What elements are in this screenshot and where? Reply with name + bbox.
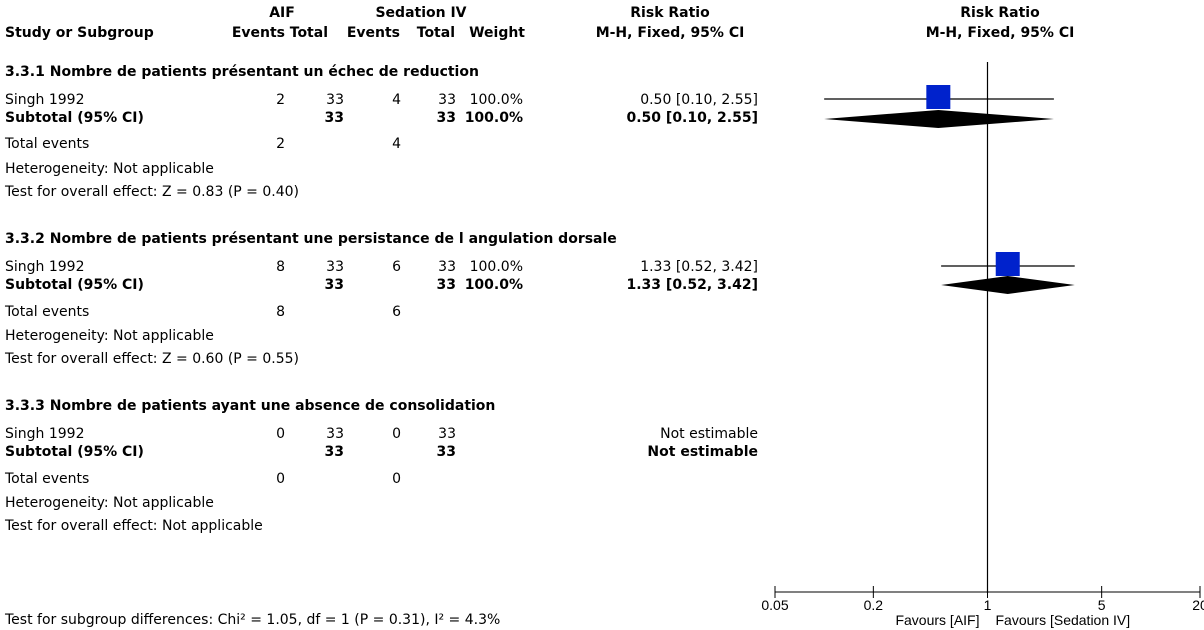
heterogeneity-text: Heterogeneity: Not applicable: [5, 161, 214, 177]
subtotal-weight: 100.0%: [464, 277, 523, 293]
header-events1: Events: [231, 25, 285, 41]
study-total1: 33: [326, 259, 344, 275]
header-events2: Events: [346, 25, 400, 41]
study-events1: 2: [276, 92, 285, 108]
header-plot-method: M-H, Fixed, 95% CI: [925, 25, 1075, 41]
total-events-label: Total events: [5, 136, 90, 152]
subgroup-differences-test: Test for subgroup differences: Chi² = 1.…: [5, 612, 501, 628]
favours-right-label: Favours [Sedation IV]: [996, 612, 1131, 628]
total-events1: 2: [276, 136, 285, 152]
header-plot-top: Risk Ratio: [960, 5, 1040, 21]
study-total1: 33: [326, 92, 344, 108]
total-events2: 4: [392, 136, 401, 152]
x-axis-ticks: 0.05 0.2 1 5 20: [761, 586, 1204, 613]
study-ci: Not estimable: [660, 426, 758, 442]
header-rr-top: Risk Ratio: [630, 5, 710, 21]
study-total2: 33: [438, 92, 456, 108]
subtotal-label: Subtotal (95% CI): [5, 444, 144, 460]
subtotal-total2: 33: [436, 444, 456, 460]
favours-left-label: Favours [AIF]: [895, 612, 979, 628]
study-name: Singh 1992: [5, 92, 85, 108]
subtotal-ci: Not estimable: [647, 444, 758, 460]
subgroup-title: 3.3.3 Nombre de patients ayant une absen…: [5, 398, 496, 414]
study-events2: 0: [392, 426, 401, 442]
header-rr-method: M-H, Fixed, 95% CI: [595, 25, 745, 41]
x-tick-label: 20: [1192, 597, 1204, 613]
study-ci: 0.50 [0.10, 2.55]: [640, 92, 758, 108]
header-study: Study or Subgroup: [5, 25, 154, 41]
study-events1: 0: [276, 426, 285, 442]
study-total2: 33: [438, 259, 456, 275]
study-name: Singh 1992: [5, 259, 85, 275]
study-weight: 100.0%: [469, 92, 523, 108]
forest-marks: [824, 85, 1075, 294]
study-events2: 6: [392, 259, 401, 275]
study-weight: 100.0%: [469, 259, 523, 275]
heterogeneity-text: Heterogeneity: Not applicable: [5, 328, 214, 344]
header-group2: Sedation IV: [375, 5, 467, 21]
subtotal-total1: 33: [324, 110, 344, 126]
subtotal-total2: 33: [436, 277, 456, 293]
study-square: [995, 252, 1020, 276]
study-total2: 33: [438, 426, 456, 442]
heterogeneity-text: Heterogeneity: Not applicable: [5, 495, 214, 511]
study-events1: 8: [276, 259, 285, 275]
study-square: [926, 85, 951, 109]
total-events-label: Total events: [5, 304, 90, 320]
overall-effect-text: Test for overall effect: Z = 0.83 (P = 0…: [5, 184, 299, 200]
subgroup-title: 3.3.1 Nombre de patients présentant un é…: [5, 64, 479, 80]
subtotal-ci: 0.50 [0.10, 2.55]: [626, 110, 759, 126]
x-tick-label: 5: [1098, 597, 1106, 613]
subtotal-diamond: [941, 276, 1075, 294]
subtotal-label: Subtotal (95% CI): [5, 277, 144, 293]
subtotal-total1: 33: [324, 277, 344, 293]
subtotal-weight: 100.0%: [464, 110, 523, 126]
overall-effect-text: Test for overall effect: Not applicable: [5, 518, 263, 534]
subgroup-title: 3.3.2 Nombre de patients présentant une …: [5, 231, 617, 247]
subtotal-total1: 33: [324, 444, 344, 460]
subtotal-total2: 33: [436, 110, 456, 126]
subtotal-ci: 1.33 [0.52, 3.42]: [626, 277, 759, 293]
study-name: Singh 1992: [5, 426, 85, 442]
study-ci: 1.33 [0.52, 3.42]: [640, 259, 758, 275]
overall-effect-text: Test for overall effect: Z = 0.60 (P = 0…: [5, 351, 299, 367]
study-events2: 4: [392, 92, 401, 108]
header-total2: Total: [416, 25, 455, 41]
total-events2: 0: [392, 471, 401, 487]
total-events-label: Total events: [5, 471, 90, 487]
study-total1: 33: [326, 426, 344, 442]
header-weight: Weight: [469, 25, 525, 41]
total-events1: 0: [276, 471, 285, 487]
x-tick-label: 1: [984, 597, 992, 613]
header-group1: AIF: [269, 5, 295, 21]
x-tick-label: 0.05: [761, 597, 788, 613]
subtotal-label: Subtotal (95% CI): [5, 110, 144, 126]
header-total1: Total: [289, 25, 328, 41]
x-tick-label: 0.2: [864, 597, 884, 613]
total-events2: 6: [392, 304, 401, 320]
subtotal-diamond: [824, 110, 1054, 128]
total-events1: 8: [276, 304, 285, 320]
